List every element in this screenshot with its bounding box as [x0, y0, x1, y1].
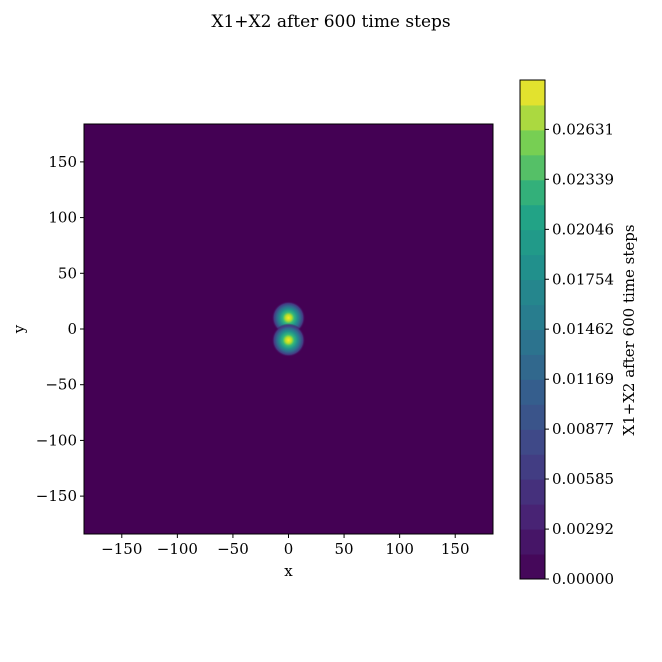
colorbar-band — [520, 179, 545, 206]
x-tick-label: 50 — [335, 540, 354, 558]
colorbar-tick-label: 0.02339 — [552, 170, 614, 188]
colorbar-band — [520, 154, 545, 181]
colorbar-band — [520, 479, 545, 505]
y-tick-label: 150 — [48, 153, 77, 171]
colorbar-tick-label: 0.00000 — [552, 570, 614, 588]
colorbar-label: X1+X2 after 600 time steps — [620, 224, 638, 435]
colorbar-band — [520, 554, 545, 580]
x-tick-label: 100 — [385, 540, 414, 558]
colorbar-bands — [520, 80, 545, 580]
colorbar-band — [520, 454, 545, 480]
colorbar-band — [520, 354, 545, 380]
y-tick-label: 0 — [67, 320, 77, 338]
colorbar-tick-label: 0.01169 — [552, 370, 614, 388]
colorbar-band — [520, 404, 545, 430]
colorbar-band — [520, 279, 545, 306]
colorbar-band — [520, 229, 545, 256]
x-tick-label: −100 — [157, 540, 198, 558]
y-tick-label: −150 — [36, 487, 77, 505]
colorbar-band — [520, 429, 545, 455]
x-axis: −150 −100 −50 0 50 100 150 — [101, 534, 470, 558]
colorbar-band — [520, 254, 545, 281]
colorbar-band — [520, 529, 545, 555]
y-tick-label: 100 — [48, 209, 77, 227]
colorbar-band — [520, 204, 545, 231]
chart-title: X1+X2 after 600 time steps — [211, 12, 450, 32]
colorbar-tick-label: 0.01462 — [552, 320, 614, 338]
x-tick-label: −150 — [101, 540, 142, 558]
colorbar-tick-label: 0.00585 — [552, 470, 614, 488]
x-tick-label: 150 — [441, 540, 470, 558]
x-tick-label: 0 — [284, 540, 294, 558]
colorbar-ticks: 0.00000 0.00292 0.00585 0.00877 0.01169 0.014… — [545, 120, 614, 588]
colorbar-band — [520, 329, 545, 355]
y-axis: 150 100 50 0 −50 −100 −150 — [36, 153, 84, 505]
heatmap-peak-1 — [271, 323, 306, 357]
x-tick-label: −50 — [217, 540, 249, 558]
y-tick-label: 50 — [58, 264, 77, 282]
colorbar-band — [520, 379, 545, 405]
colorbar-band — [520, 80, 545, 106]
y-tick-label: −100 — [36, 431, 77, 449]
colorbar-tick-label: 0.02631 — [552, 120, 614, 138]
y-axis-label: y — [10, 324, 28, 334]
colorbar: 0.00000 0.00292 0.00585 0.00877 0.01169 0.014… — [519, 79, 614, 588]
colorbar-band — [520, 129, 545, 156]
x-axis-label: x — [284, 562, 293, 580]
colorbar-tick-label: 0.00292 — [552, 520, 614, 538]
colorbar-band — [520, 504, 545, 530]
colorbar-band — [520, 104, 545, 131]
colorbar-tick-label: 0.01754 — [552, 270, 614, 288]
colorbar-tick-label: 0.02046 — [552, 220, 614, 238]
colorbar-tick-label: 0.00877 — [552, 420, 614, 438]
y-tick-label: −50 — [45, 376, 77, 394]
colorbar-band — [520, 304, 545, 330]
heatmap-peaks — [271, 301, 306, 357]
plot-area: −150 −100 −50 0 50 100 150 150100500−50−100−15… — [36, 123, 494, 558]
